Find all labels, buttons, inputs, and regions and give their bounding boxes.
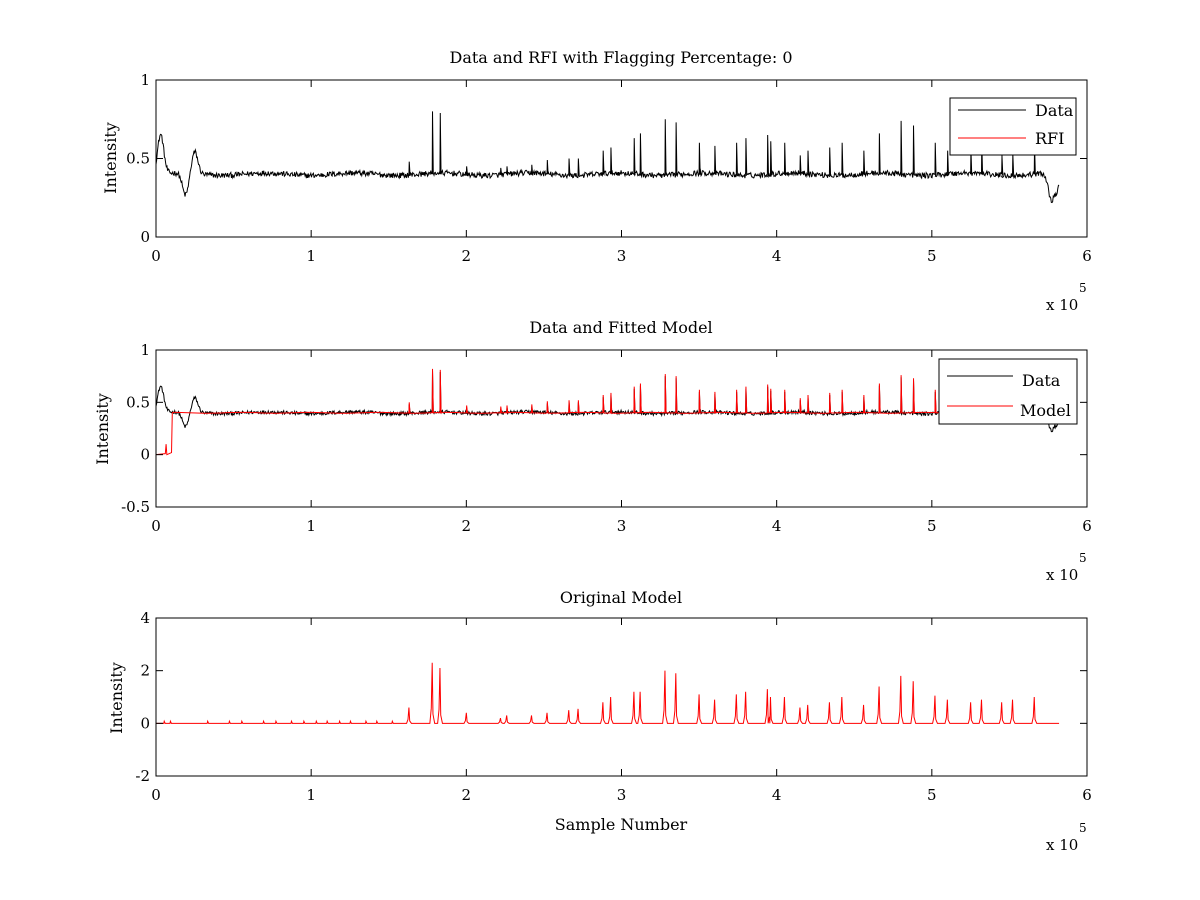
x-tick-label: 6 xyxy=(1082,247,1092,265)
x-tick-label: 0 xyxy=(151,517,161,535)
legend-label-data: Data xyxy=(1022,371,1061,390)
y-axis-label: Intensity xyxy=(101,122,120,194)
series-model-line xyxy=(155,368,1058,456)
x-multiplier-exponent: 5 xyxy=(1079,821,1087,835)
y-tick-label: -0.5 xyxy=(121,498,150,516)
x-tick-label: 4 xyxy=(772,247,782,265)
legend-label-rfi: RFI xyxy=(1035,129,1064,148)
legend-box xyxy=(949,97,1077,156)
panel-title: Original Model xyxy=(560,588,682,607)
y-axis-label: Intensity xyxy=(93,393,112,465)
x-multiplier-exponent: 5 xyxy=(1079,281,1087,295)
y-tick-label: 1 xyxy=(140,341,150,359)
y-tick-label: 0 xyxy=(140,714,150,732)
x-tick-label: 6 xyxy=(1082,786,1092,804)
x-tick-label: 5 xyxy=(927,517,937,535)
legend-label-data: Data xyxy=(1035,101,1074,120)
x-tick-label: 1 xyxy=(306,247,316,265)
series-data-line xyxy=(155,111,1060,204)
plot-area xyxy=(155,111,1060,204)
y-axis-label: Intensity xyxy=(107,662,126,734)
legend-label-model: Model xyxy=(1020,401,1071,420)
legend: Data Model xyxy=(938,358,1078,425)
x-tick-label: 0 xyxy=(151,247,161,265)
x-multiplier: x 10 xyxy=(1046,296,1078,314)
x-tick-label: 2 xyxy=(462,786,472,804)
series-original-model-line xyxy=(156,662,1060,724)
y-tick-label: 0 xyxy=(140,228,150,246)
x-tick-label: 1 xyxy=(306,786,316,804)
y-tick-label: 0.5 xyxy=(126,393,150,411)
plot-area xyxy=(155,368,1060,456)
x-tick-label: 1 xyxy=(306,517,316,535)
x-tick-label: 2 xyxy=(462,517,472,535)
x-tick-label: 4 xyxy=(772,517,782,535)
x-multiplier-exponent: 5 xyxy=(1079,551,1087,565)
axis-ticks: 0 1 2 3 4 5 6 0 0.5 1 xyxy=(126,71,1092,265)
x-tick-label: 3 xyxy=(617,786,627,804)
panel-data-rfi: Data and RFI with Flagging Percentage: 0… xyxy=(101,48,1092,314)
y-tick-label: 1 xyxy=(140,71,150,89)
y-tick-label: 2 xyxy=(140,662,150,680)
x-tick-label: 0 xyxy=(151,786,161,804)
x-multiplier: x 10 xyxy=(1046,836,1078,854)
x-axis-label: Sample Number xyxy=(555,815,688,834)
x-tick-label: 6 xyxy=(1082,517,1092,535)
x-tick-label: 5 xyxy=(927,786,937,804)
x-tick-label: 2 xyxy=(462,247,472,265)
panel-title: Data and RFI with Flagging Percentage: 0 xyxy=(449,48,792,67)
legend-box xyxy=(938,358,1078,425)
x-multiplier: x 10 xyxy=(1046,566,1078,584)
axis-ticks: 0 1 2 3 4 5 6-0.500.51 xyxy=(121,341,1092,535)
y-tick-label: -2 xyxy=(135,767,150,785)
x-tick-label: 3 xyxy=(617,517,627,535)
x-tick-label: 5 xyxy=(927,247,937,265)
y-tick-label: 4 xyxy=(140,609,150,627)
x-tick-label: 3 xyxy=(617,247,627,265)
x-tick-label: 4 xyxy=(772,786,782,804)
panel-fitted-model: Data and Fitted Model Intensity 0 1 2 3 4 5 6 -… xyxy=(93,318,1092,584)
plot-area xyxy=(156,662,1060,724)
legend: Data RFI xyxy=(949,97,1077,156)
panel-title: Data and Fitted Model xyxy=(529,318,712,337)
y-tick-label: 0.5 xyxy=(126,150,150,168)
y-tick-label: 0 xyxy=(140,446,150,464)
